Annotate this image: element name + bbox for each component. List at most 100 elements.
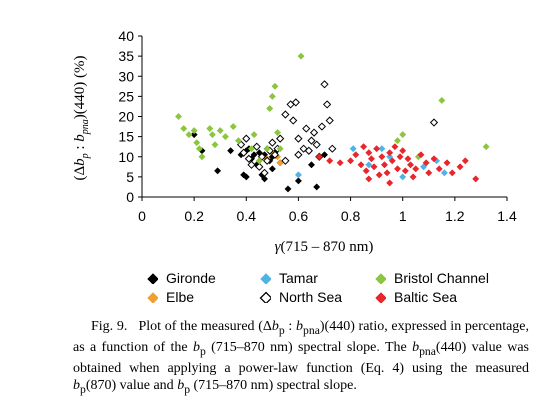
data-point-north-sea (242, 134, 251, 143)
y-tick-label: 20 (118, 109, 134, 125)
data-point-gironde (260, 175, 269, 183)
data-point-gironde (214, 167, 222, 175)
caption-label: Fig. 9. (91, 319, 128, 334)
data-point-bristol-channel (271, 82, 279, 90)
data-point-baltic-sea (425, 169, 433, 177)
data-point-baltic-sea (461, 157, 469, 165)
data-point-baltic-sea (326, 157, 334, 165)
data-point-baltic-sea (370, 163, 378, 171)
data-point-north-sea (244, 154, 254, 163)
data-point-north-sea (322, 100, 332, 109)
data-point-baltic-sea (396, 153, 404, 161)
x-tick-label: 0 (138, 208, 146, 224)
data-point-north-sea (270, 150, 280, 159)
data-point-north-sea (247, 160, 256, 169)
data-point-baltic-sea (472, 175, 480, 183)
data-point-north-sea (281, 110, 290, 119)
legend-label: Tamar (279, 270, 318, 286)
data-point-baltic-sea (375, 171, 383, 179)
legend-swatch (259, 291, 271, 303)
data-point-bristol-channel (216, 127, 224, 135)
legend-swatch (147, 292, 158, 303)
data-point-north-sea (309, 128, 319, 137)
data-point-bristol-channel (274, 129, 282, 137)
figure-caption: Fig. 9. Plot of the measured (Δbp : bpna… (73, 318, 529, 397)
data-point-gironde (190, 131, 198, 139)
data-point-bristol-channel (250, 131, 258, 139)
data-point-bristol-channel (198, 153, 206, 161)
data-point-baltic-sea (406, 161, 415, 169)
data-point-baltic-sea (378, 153, 386, 161)
data-point-gironde (294, 177, 302, 185)
data-point-baltic-sea (448, 169, 456, 177)
data-point-north-sea (325, 116, 334, 125)
data-point-north-sea (294, 134, 303, 143)
data-point-tamar (365, 161, 373, 169)
legend-marker-icon (375, 273, 386, 284)
data-point-baltic-sea (347, 157, 355, 165)
legend-swatch (375, 273, 386, 284)
chart-points (174, 52, 490, 193)
data-point-baltic-sea (365, 149, 373, 157)
data-point-bristol-channel (247, 145, 256, 153)
data-point-gironde (250, 151, 258, 159)
legend-marker-icon (260, 273, 271, 284)
y-axis-title: (Δbp : bpna)(440) (%) (72, 55, 91, 180)
data-point-bristol-channel (195, 145, 203, 153)
x-tick-label: 1.4 (497, 208, 517, 224)
legend-item-north-sea: North Sea (259, 289, 342, 305)
data-point-bristol-channel (193, 139, 201, 147)
data-point-north-sea (429, 118, 439, 127)
legend-swatch (375, 292, 386, 303)
legend-item-bristol-channel: Bristol Channel (374, 270, 489, 286)
data-point-baltic-sea (409, 173, 417, 181)
data-point-north-sea (294, 150, 303, 159)
data-point-gironde (227, 147, 235, 155)
data-point-gironde (284, 185, 292, 193)
data-point-baltic-sea (373, 145, 381, 153)
data-point-north-sea (317, 122, 327, 131)
data-point-bristol-channel (234, 137, 243, 145)
data-point-baltic-sea (412, 165, 420, 173)
chart-tick-labels: 0 5 10 15 20 25 30 35 40 0 0.2 0.4 0.6 0.8 1 1.2 1.4 (118, 28, 517, 224)
data-point-baltic-sea (401, 167, 409, 175)
data-point-baltic-sea (417, 151, 425, 159)
legend-swatch (147, 273, 158, 284)
data-point-north-sea (320, 80, 329, 89)
data-point-gironde (268, 165, 276, 173)
x-tick-label: 0.4 (237, 208, 257, 224)
data-point-bristol-channel (211, 141, 219, 149)
data-point-baltic-sea (365, 175, 373, 183)
data-point-tamar (440, 169, 448, 177)
data-point-tamar (399, 173, 407, 181)
chart-legend: Gironde Tamar Bristol Channel Elbe North Sea… (146, 270, 489, 310)
data-point-north-sea (289, 116, 298, 125)
data-point-north-sea (281, 156, 290, 165)
series-baltic-sea (315, 143, 480, 187)
y-tick-label: 0 (126, 189, 134, 205)
x-tick-label: 0.2 (184, 208, 204, 224)
legend-label: Elbe (166, 289, 195, 305)
data-point-bristol-channel (263, 145, 271, 153)
data-point-bristol-channel (229, 123, 237, 131)
data-point-north-sea (328, 144, 337, 153)
data-point-baltic-sea (383, 169, 391, 177)
data-point-north-sea (268, 138, 277, 147)
data-point-bristol-channel (190, 127, 198, 135)
data-point-bristol-channel (208, 131, 216, 139)
data-point-gironde (242, 173, 250, 181)
data-point-baltic-sea (393, 165, 402, 173)
data-point-north-sea (239, 148, 248, 157)
data-point-bristol-channel (399, 131, 407, 139)
data-point-gironde (320, 151, 329, 159)
data-point-baltic-sea (386, 179, 394, 187)
series-bristol-channel (174, 52, 490, 165)
data-point-north-sea (255, 162, 264, 171)
data-point-baltic-sea (336, 159, 344, 167)
data-point-tamar (378, 145, 386, 153)
chart-axes (138, 35, 508, 201)
data-point-gironde (307, 161, 316, 169)
data-point-tamar (294, 171, 302, 179)
x-tick-label: 1 (399, 208, 407, 224)
y-tick-label: 10 (118, 149, 134, 165)
